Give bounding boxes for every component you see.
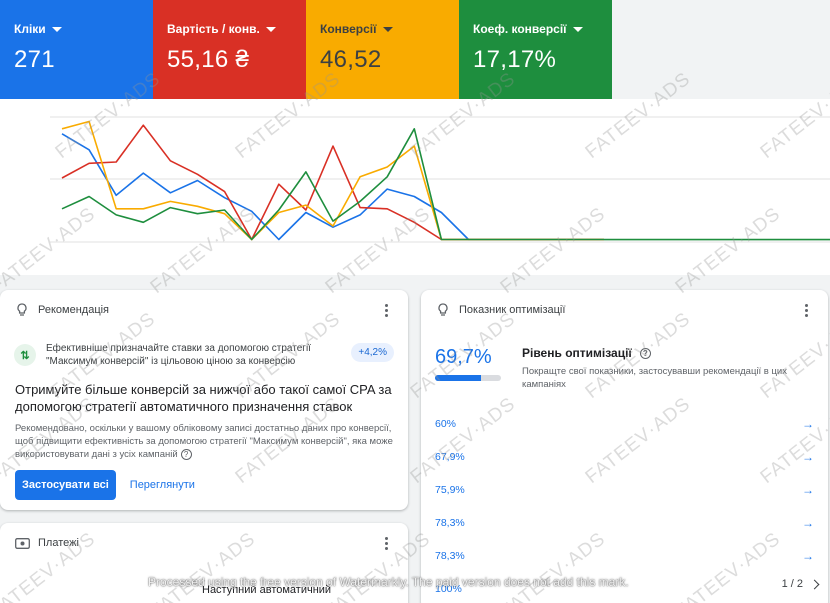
- metric-cost-per-conversion[interactable]: Вартість / конв. 55,16 ₴: [153, 0, 306, 99]
- pagination: 1 / 2: [781, 578, 820, 590]
- optimization-score-value: 69,7%: [435, 346, 492, 368]
- card-title: Платежі: [38, 537, 79, 549]
- dropdown-caret-icon[interactable]: [572, 26, 583, 32]
- lightbulb-icon: [435, 302, 451, 318]
- metric-label: Коеф. конверсії: [473, 22, 567, 36]
- page-indicator: 1 / 2: [781, 578, 803, 590]
- line-chart: [50, 116, 830, 243]
- arrow-right-icon[interactable]: →: [802, 548, 814, 563]
- arrow-right-icon[interactable]: →: [802, 416, 814, 431]
- payment-icon: [14, 535, 30, 551]
- recommendation-tip: ⇅ Ефективніше призначайте ставки за допо…: [0, 330, 408, 368]
- optimization-title: Рівень оптимізації: [522, 346, 632, 360]
- progress-fill: [435, 375, 481, 381]
- campaign-score: 78,3%: [435, 549, 465, 562]
- card-title: Показник оптимізації: [459, 304, 566, 316]
- campaign-score-row[interactable]: 78,3% →: [421, 506, 828, 539]
- dropdown-caret-icon[interactable]: [265, 26, 276, 32]
- metric-clicks[interactable]: Кліки 271: [0, 0, 153, 99]
- more-options-icon[interactable]: [378, 535, 394, 551]
- metric-conversion-rate[interactable]: Коеф. конверсії 17,17%: [459, 0, 612, 99]
- view-button[interactable]: Переглянути: [129, 479, 195, 491]
- more-options-icon[interactable]: [378, 302, 394, 318]
- next-payment-text: Наступний автоматичний: [202, 584, 332, 596]
- help-icon[interactable]: ?: [639, 347, 651, 359]
- series-line-4: [61, 127, 604, 241]
- metric-value: 46,52: [320, 46, 382, 73]
- uplift-badge: +4,2%: [351, 343, 394, 362]
- metric-value: 17,17%: [473, 46, 557, 73]
- campaign-score: 100%: [435, 582, 462, 595]
- recommendation-description: Рекомендовано, оскільки у вашому обліков…: [0, 415, 408, 461]
- dropdown-caret-icon[interactable]: [51, 26, 62, 32]
- description-text: Рекомендовано, оскільки у вашому обліков…: [15, 423, 393, 460]
- metric-label: Вартість / конв.: [167, 22, 260, 36]
- apply-all-button[interactable]: Застосувати всі: [15, 470, 116, 500]
- campaign-score-row[interactable]: 100%: [421, 572, 828, 603]
- metric-tiles: Кліки 271 Вартість / конв. 55,16 ₴ Конве…: [0, 0, 830, 99]
- campaign-score: 67,9%: [435, 450, 465, 463]
- dropdown-caret-icon[interactable]: [382, 26, 393, 32]
- metric-conversions[interactable]: Конверсії 46,52: [306, 0, 459, 99]
- help-icon[interactable]: ?: [180, 448, 192, 460]
- campaign-score: 60%: [435, 417, 457, 430]
- campaign-score-list: 60% → 67,9% → 75,9% → 78,3% → 78,3% → 100%: [421, 407, 828, 603]
- campaign-score-row[interactable]: 75,9% →: [421, 473, 828, 506]
- optimization-progress-bar: [435, 375, 501, 381]
- metric-label: Конверсії: [320, 22, 377, 36]
- chevron-right-icon[interactable]: [809, 579, 820, 589]
- optimization-score-card: Показник оптимізації 69,7% Рівень оптимі…: [421, 290, 828, 603]
- campaign-score: 78,3%: [435, 516, 465, 529]
- chart-series: [61, 120, 830, 241]
- bidding-icon: ⇅: [14, 344, 36, 366]
- performance-chart: [0, 99, 830, 275]
- campaign-score-row[interactable]: 60% →: [421, 407, 828, 440]
- series-line-1: [61, 133, 604, 241]
- recommendation-headline: Отримуйте більше конверсій за нижчої або…: [15, 382, 392, 414]
- campaign-score-row[interactable]: 78,3% →: [421, 539, 828, 572]
- more-options-icon[interactable]: [798, 302, 814, 318]
- tip-text: Ефективніше призначайте ставки за допомо…: [46, 343, 311, 367]
- campaign-score-row[interactable]: 67,9% →: [421, 440, 828, 473]
- metric-value: 55,16 ₴: [167, 46, 250, 73]
- arrow-right-icon[interactable]: →: [802, 482, 814, 497]
- metric-label: Кліки: [14, 22, 46, 36]
- card-title: Рекомендація: [38, 304, 110, 316]
- chart-grid: [50, 116, 830, 243]
- payments-card: Платежі Наступний автоматичний: [0, 523, 408, 603]
- metric-value: 271: [14, 46, 55, 73]
- campaign-score: 75,9%: [435, 483, 465, 496]
- lightbulb-icon: [14, 302, 30, 318]
- optimization-description: Покращте свої показники, застосувавши ре…: [522, 366, 787, 390]
- arrow-right-icon[interactable]: →: [802, 515, 814, 530]
- recommendation-card: Рекомендація ⇅ Ефективніше призначайте с…: [0, 290, 408, 510]
- arrow-right-icon[interactable]: →: [802, 449, 814, 464]
